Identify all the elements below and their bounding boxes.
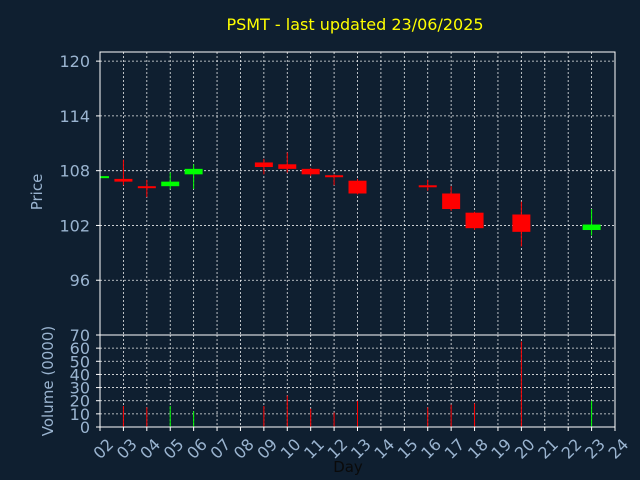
- volume-y-tick-label: 70: [70, 326, 90, 345]
- candle-body: [348, 180, 367, 194]
- volume-y-tick-label: 40: [70, 365, 90, 384]
- volume-y-tick-label: 20: [70, 392, 90, 411]
- candle-body: [278, 164, 297, 169]
- volume-y-tick-label: 30: [70, 379, 90, 398]
- candle-body: [254, 162, 273, 168]
- volume-y-tick-label: 0: [80, 418, 90, 437]
- candle-body: [184, 168, 203, 175]
- x-tick-label: 24: [604, 435, 632, 463]
- price-y-tick-label: 120: [59, 52, 90, 71]
- price-y-tick-label: 96: [70, 271, 90, 290]
- volume-y-tick-label: 50: [70, 352, 90, 371]
- candle-body: [325, 175, 344, 178]
- candle-body: [161, 181, 180, 187]
- price-axis-label: Price: [28, 174, 46, 211]
- price-y-tick-label: 102: [59, 216, 90, 235]
- chart-title: PSMT - last updated 23/06/2025: [226, 15, 483, 34]
- volume-y-tick-label: 10: [70, 405, 90, 424]
- candle-body: [442, 193, 461, 210]
- candle-body: [418, 185, 437, 188]
- candle-body: [137, 186, 156, 189]
- x-axis-label: Day: [333, 458, 363, 476]
- volume-y-tick-label: 60: [70, 339, 90, 358]
- candle-body: [114, 178, 133, 182]
- candle-body: [582, 224, 601, 231]
- volume-axis-label: Volume (0000): [39, 326, 57, 436]
- price-y-tick-label: 108: [59, 162, 90, 181]
- candle-body: [465, 212, 484, 229]
- candle-body: [301, 168, 320, 175]
- candle-body: [512, 214, 531, 232]
- price-y-tick-label: 114: [59, 107, 90, 126]
- candle-body: [100, 176, 109, 179]
